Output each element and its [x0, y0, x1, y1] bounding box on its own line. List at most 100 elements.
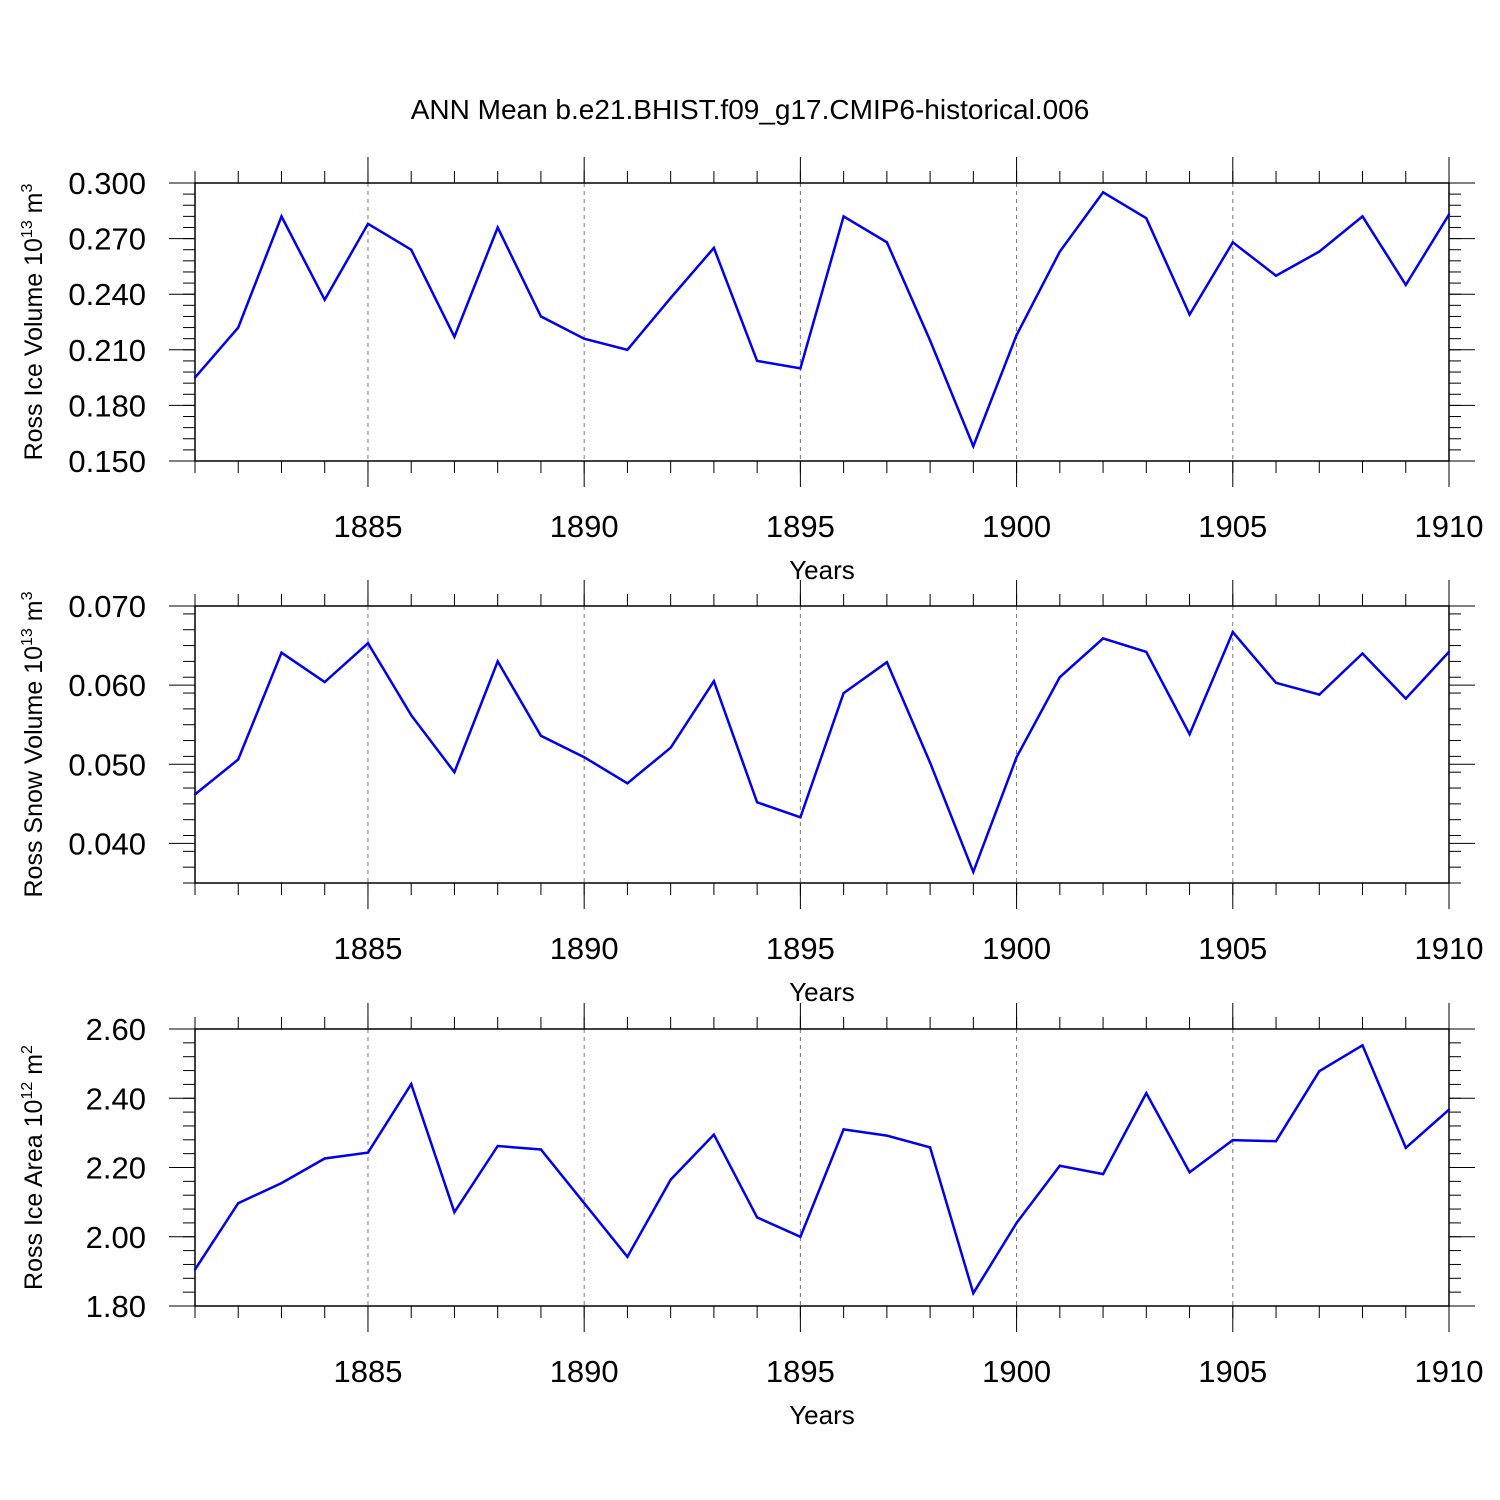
- panel-ice-area: 1885 1890 1895 1900 1905 1910 1.80 2.00 2.20 2.40…: [19, 1003, 1483, 1430]
- y-axis-title: Ross Ice Volume 1013 m3: [19, 183, 48, 460]
- x-tick-label: 1890: [550, 931, 619, 966]
- data-point: [972, 444, 975, 448]
- data-point: [799, 816, 802, 819]
- data-point: [755, 801, 759, 804]
- y-tick-label: 0.180: [68, 388, 146, 423]
- data-point: [1231, 1138, 1234, 1142]
- y-tick-label: 0.150: [68, 444, 146, 479]
- data-point: [539, 734, 543, 737]
- data-point: [582, 337, 586, 340]
- y-tick-label: 0.070: [68, 589, 146, 624]
- data-point: [1015, 755, 1018, 759]
- x-tick-label: 1910: [1415, 509, 1484, 544]
- y-tick-label: 0.270: [68, 222, 146, 257]
- data-point: [1231, 630, 1234, 634]
- y-tick-label: 0.240: [68, 277, 146, 312]
- data-point: [366, 1151, 370, 1154]
- plot-frame: [194, 182, 1450, 462]
- x-tick-label: 1890: [550, 1354, 619, 1389]
- panel-ice-volume: 1885 1890 1895 1900 1905 1910 0.150 0.180 0.210 0…: [19, 157, 1483, 585]
- y-tick-label: 2.20: [86, 1151, 146, 1186]
- x-axis-title: Years: [789, 977, 855, 1007]
- data-point: [799, 1235, 802, 1238]
- y-tick-label: 2.40: [86, 1081, 146, 1116]
- data-point: [712, 246, 716, 250]
- data-point: [453, 335, 456, 339]
- data-point: [323, 1157, 326, 1160]
- data-point: [1058, 1164, 1062, 1167]
- data-point: [1274, 274, 1278, 277]
- data-point: [928, 1146, 932, 1149]
- data-point: [1274, 1139, 1278, 1143]
- y-tick-label: 0.050: [68, 747, 146, 782]
- x-tick-label: 1910: [1415, 931, 1484, 966]
- data-point: [1318, 1070, 1321, 1073]
- x-tick-label: 1900: [982, 509, 1051, 544]
- data-point: [1404, 697, 1407, 700]
- data-point: [626, 1255, 629, 1259]
- data-point: [496, 226, 499, 229]
- data-point: [669, 746, 672, 749]
- data-point: [582, 755, 586, 759]
- data-point: [669, 296, 672, 300]
- data-point: [193, 793, 197, 796]
- y-tick-label: 2.60: [86, 1012, 146, 1047]
- data-point: [366, 222, 370, 225]
- data-point: [323, 298, 326, 301]
- x-tick-label: 1895: [766, 931, 835, 966]
- data-point: [1015, 1221, 1018, 1225]
- data-point: [539, 315, 543, 318]
- x-tick-label: 1900: [982, 931, 1051, 966]
- data-point: [1058, 250, 1062, 253]
- data-point: [410, 714, 413, 717]
- data-point: [1015, 333, 1018, 337]
- series-line: [194, 629, 1450, 876]
- data-point: [1145, 650, 1148, 654]
- x-tick-label: 1910: [1415, 1354, 1484, 1389]
- data-point: [712, 679, 716, 683]
- x-tick-label: 1885: [333, 1354, 402, 1389]
- data-point: [1318, 693, 1321, 696]
- y-tick-label: 0.300: [68, 166, 146, 201]
- data-point: [1447, 213, 1451, 216]
- data-point: [885, 241, 889, 244]
- data-point: [669, 1178, 672, 1181]
- data-point: [842, 691, 845, 695]
- x-tick-label: 1905: [1198, 931, 1267, 966]
- data-point: [1361, 215, 1364, 218]
- x-tick-label: 1895: [766, 509, 835, 544]
- data-point: [1318, 250, 1321, 253]
- data-point: [1361, 1044, 1364, 1047]
- data-point: [582, 1201, 586, 1205]
- y-axis-title: Ross Ice Area 1012 m2: [19, 1045, 48, 1290]
- data-point: [237, 1201, 240, 1205]
- data-point: [410, 1082, 413, 1086]
- x-tick-label: 1905: [1198, 1354, 1267, 1389]
- data-point: [1361, 652, 1364, 655]
- y-tick-label: 2.00: [86, 1220, 146, 1255]
- data-point: [1101, 191, 1105, 194]
- data-point: [712, 1133, 716, 1136]
- data-point: [972, 1291, 975, 1295]
- data-point: [496, 1144, 499, 1148]
- data-point: [885, 660, 889, 664]
- x-tick-label: 1895: [766, 1354, 835, 1389]
- data-point: [453, 771, 456, 774]
- y-tick-label: 0.060: [68, 668, 146, 703]
- data-point: [626, 348, 629, 351]
- x-tick-label: 1900: [982, 1354, 1051, 1389]
- data-point: [842, 215, 845, 218]
- data-point: [539, 1148, 543, 1151]
- data-point: [885, 1134, 889, 1137]
- series-line: [194, 190, 1451, 450]
- y-tick-label: 1.80: [86, 1289, 146, 1324]
- data-point: [1447, 650, 1451, 654]
- data-point: [1404, 1146, 1407, 1149]
- data-point: [1145, 1091, 1148, 1095]
- data-point: [237, 326, 240, 329]
- data-point: [237, 758, 240, 761]
- x-axis-title: Years: [789, 1400, 855, 1430]
- plot-frame: [194, 1028, 1450, 1307]
- x-tick-label: 1885: [333, 931, 402, 966]
